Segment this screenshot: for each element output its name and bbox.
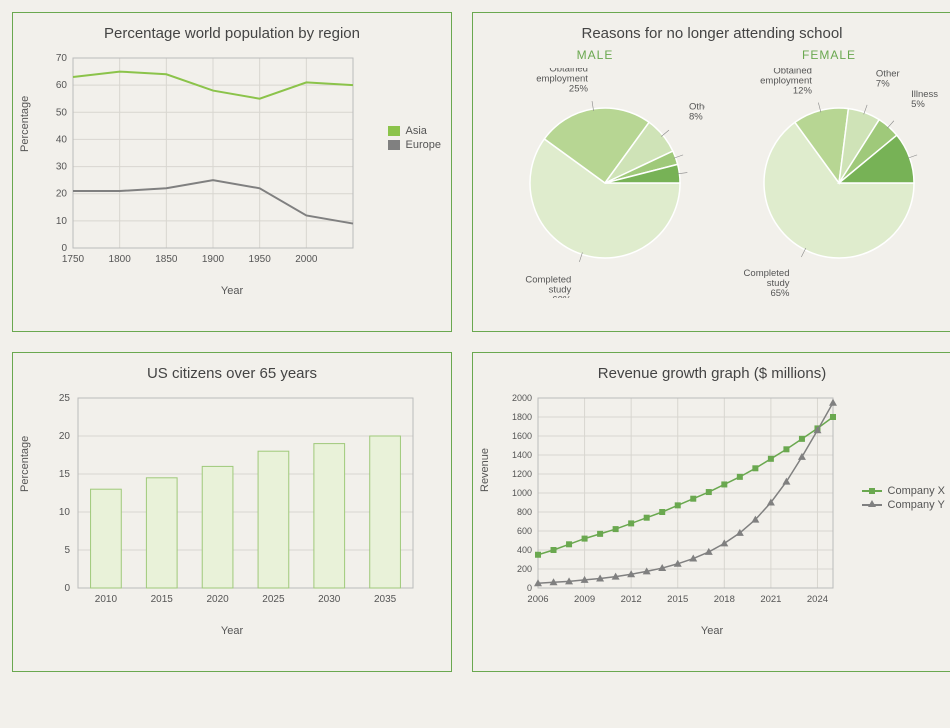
pie-female-header: FEMALE: [717, 48, 941, 62]
svg-text:400: 400: [517, 545, 532, 555]
bar-xlabel: Year: [23, 625, 441, 637]
pie-female-col: FEMALE Completedstudy65%Obtainedemployme…: [717, 48, 941, 303]
svg-text:2020: 2020: [206, 594, 229, 605]
svg-text:2018: 2018: [714, 594, 735, 605]
pie-male-svg: Completedstudy60%Obtainedemployment25%Ot…: [485, 68, 705, 298]
svg-text:70: 70: [56, 53, 68, 64]
growth-xlabel: Year: [483, 625, 941, 637]
pie-female-svg: Completedstudy65%Obtainedemployment12%Ot…: [719, 68, 939, 298]
pie-male-header: MALE: [483, 48, 707, 62]
bar-title: US citizens over 65 years: [23, 365, 441, 382]
svg-text:5%: 5%: [911, 99, 925, 110]
line-ylabel: Percentage: [19, 96, 31, 152]
svg-text:2015: 2015: [667, 594, 688, 605]
svg-text:1000: 1000: [512, 488, 532, 498]
svg-text:60%: 60%: [552, 295, 572, 298]
svg-text:8%: 8%: [689, 112, 703, 123]
svg-text:1400: 1400: [512, 450, 532, 460]
line-xlabel: Year: [23, 285, 441, 297]
legend-company-x: Company X: [862, 485, 945, 497]
growth-title: Revenue growth graph ($ millions): [483, 365, 941, 382]
bar-chart-svg: 0510152025201020152020202520302035: [23, 388, 423, 618]
svg-text:0: 0: [64, 583, 70, 594]
svg-text:1200: 1200: [512, 469, 532, 479]
svg-text:800: 800: [517, 507, 532, 517]
svg-text:1850: 1850: [155, 254, 178, 265]
svg-text:2012: 2012: [621, 594, 642, 605]
svg-text:25%: 25%: [569, 83, 589, 94]
legend-europe: Europe: [388, 139, 441, 151]
svg-text:5: 5: [64, 545, 70, 556]
panel-revenue-growth: Revenue growth graph ($ millions) Revenu…: [472, 352, 950, 672]
svg-text:1950: 1950: [249, 254, 272, 265]
svg-text:60: 60: [56, 80, 68, 91]
svg-text:10: 10: [56, 216, 68, 227]
svg-text:2024: 2024: [807, 594, 828, 605]
svg-text:600: 600: [517, 526, 532, 536]
svg-text:2000: 2000: [512, 393, 532, 403]
line-chart-svg: 0 10 20 30 40 50 60 70 1750 1800 1850 1900 1950 2000: [23, 48, 423, 278]
svg-text:1800: 1800: [512, 412, 532, 422]
pie-title: Reasons for no longer attending school: [483, 25, 941, 42]
svg-text:25: 25: [59, 393, 71, 404]
svg-text:1750: 1750: [62, 254, 85, 265]
svg-text:2000: 2000: [295, 254, 318, 265]
legend-x-label: Company X: [888, 485, 945, 497]
legend-company-y: Company Y: [862, 499, 945, 511]
svg-text:20: 20: [56, 189, 68, 200]
svg-text:12%: 12%: [793, 85, 813, 96]
svg-text:2006: 2006: [527, 594, 548, 605]
growth-ylabel: Revenue: [479, 448, 491, 492]
legend-y-label: Company Y: [888, 499, 945, 511]
growth-legend: Company X Company Y: [862, 483, 945, 513]
pie-male-col: MALE Completedstudy60%Obtainedemployment…: [483, 48, 707, 303]
svg-text:2030: 2030: [318, 594, 341, 605]
svg-text:20: 20: [59, 431, 71, 442]
svg-text:2035: 2035: [374, 594, 397, 605]
panel-population-line: Percentage world population by region Pe…: [12, 12, 452, 332]
svg-text:2021: 2021: [760, 594, 781, 605]
line-title: Percentage world population by region: [23, 25, 441, 42]
svg-text:0: 0: [527, 583, 532, 593]
svg-text:15: 15: [59, 469, 71, 480]
svg-text:65%: 65%: [770, 288, 790, 298]
svg-text:2009: 2009: [574, 594, 595, 605]
bar-ylabel: Percentage: [19, 436, 31, 492]
svg-text:30: 30: [56, 162, 68, 173]
svg-text:200: 200: [517, 564, 532, 574]
svg-text:10: 10: [59, 507, 71, 518]
svg-text:0: 0: [61, 243, 67, 254]
svg-text:2010: 2010: [95, 594, 118, 605]
svg-text:50: 50: [56, 107, 68, 118]
panel-pie-reasons: Reasons for no longer attending school M…: [472, 12, 950, 332]
svg-text:40: 40: [56, 134, 68, 145]
svg-text:1800: 1800: [109, 254, 132, 265]
growth-chart-svg: 0 200 400 600 800 1000 1200 1400 1600 1800 2000 200…: [483, 388, 923, 618]
legend-asia: Asia: [388, 125, 441, 137]
svg-text:2015: 2015: [151, 594, 174, 605]
svg-text:2025: 2025: [262, 594, 285, 605]
legend-asia-label: Asia: [406, 125, 427, 137]
svg-text:7%: 7%: [876, 78, 890, 89]
line-legend: Asia Europe: [388, 123, 441, 153]
svg-text:1600: 1600: [512, 431, 532, 441]
legend-europe-label: Europe: [406, 139, 441, 151]
svg-text:1900: 1900: [202, 254, 225, 265]
panel-bar-citizens: US citizens over 65 years Percentage 0 5 1…: [12, 352, 452, 672]
